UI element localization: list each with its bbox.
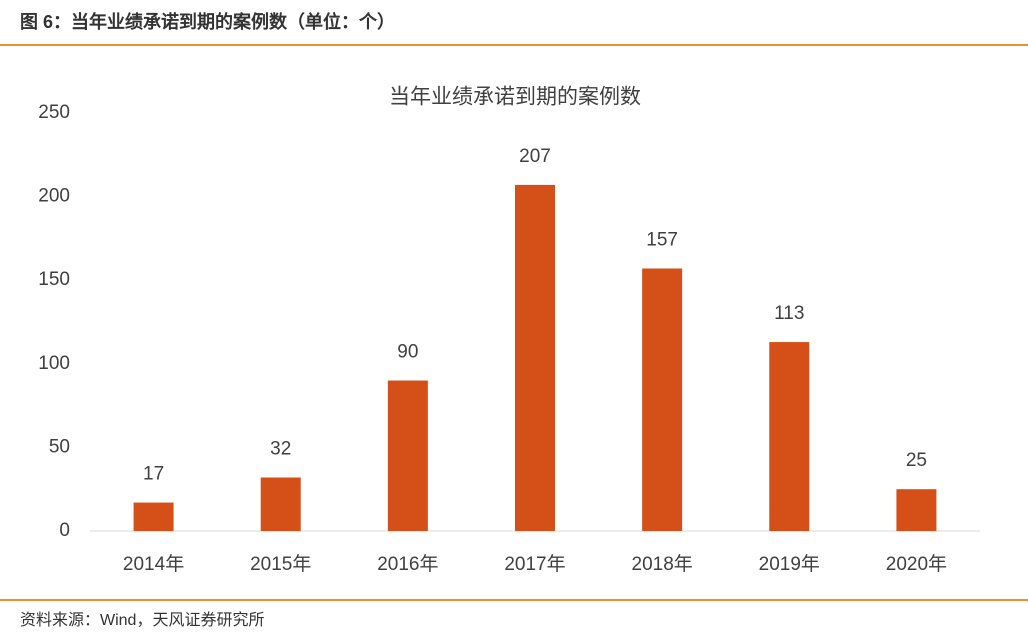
bar bbox=[515, 184, 555, 531]
x-tick-label: 2017年 bbox=[504, 553, 565, 575]
source-note: 资料来源：Wind，天风证券研究所 bbox=[20, 611, 264, 629]
bar bbox=[133, 502, 174, 531]
x-tick-label: 2018年 bbox=[632, 553, 693, 575]
x-tick-label: 2020年 bbox=[886, 553, 947, 575]
x-tick-label: 2019年 bbox=[759, 553, 820, 575]
bar bbox=[387, 380, 428, 531]
data-label: 32 bbox=[270, 439, 291, 460]
chart-title: 当年业绩承诺到期的案例数 bbox=[389, 86, 641, 109]
data-label: 25 bbox=[906, 450, 927, 471]
y-tick-label: 0 bbox=[59, 520, 70, 541]
y-tick-label: 150 bbox=[38, 269, 70, 290]
y-tick-label: 200 bbox=[38, 186, 70, 207]
y-tick-label: 100 bbox=[38, 353, 70, 374]
x-tick-label: 2014年 bbox=[123, 553, 184, 575]
x-tick-label: 2016年 bbox=[377, 553, 438, 575]
x-tick-label: 2015年 bbox=[250, 553, 311, 575]
y-tick-label: 250 bbox=[38, 102, 70, 123]
data-label: 17 bbox=[143, 464, 164, 485]
y-tick-label: 50 bbox=[49, 436, 70, 457]
bar bbox=[642, 268, 683, 531]
figure-title: 图 6：当年业绩承诺到期的案例数（单位：个） bbox=[20, 11, 395, 32]
data-label: 157 bbox=[646, 230, 678, 251]
bar bbox=[896, 489, 937, 531]
bar bbox=[260, 477, 301, 531]
bar bbox=[769, 342, 810, 531]
data-label: 113 bbox=[774, 303, 804, 324]
data-label: 207 bbox=[519, 146, 551, 167]
data-label: 90 bbox=[397, 342, 418, 363]
